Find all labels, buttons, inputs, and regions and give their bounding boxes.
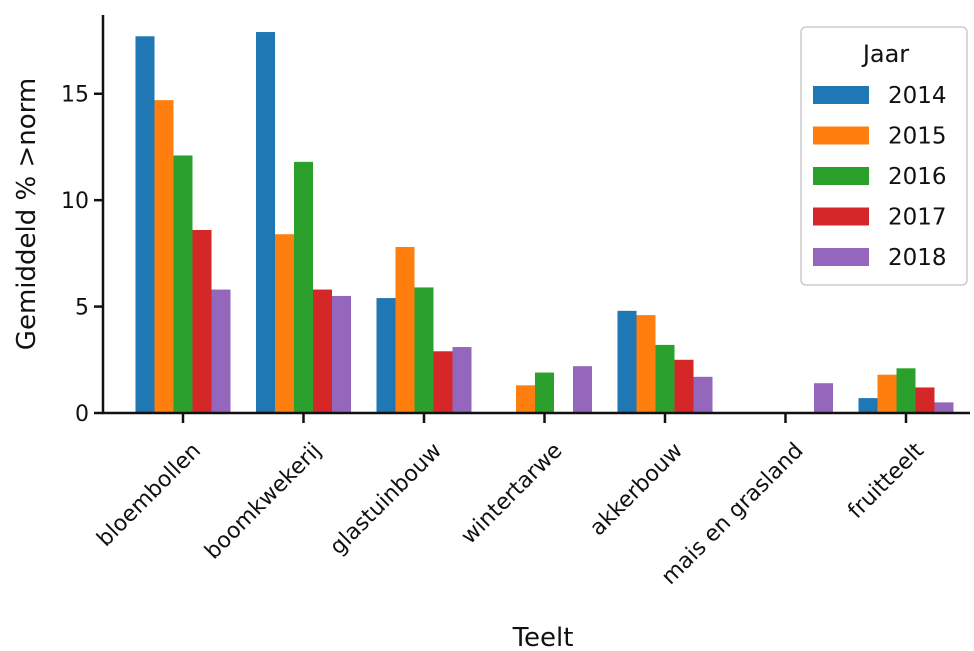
bar-2018-wintertarwe xyxy=(573,366,592,413)
legend-swatch-2017 xyxy=(813,207,869,226)
bar-2015-wintertarwe xyxy=(516,385,535,413)
legend-swatch-2015 xyxy=(813,126,869,145)
bar-2014-glastuinbouw xyxy=(376,298,396,413)
bar-2017-boomkwekerij xyxy=(313,289,332,413)
bar-2018-glastuinbouw xyxy=(452,347,472,413)
bar-2014-bloembollen xyxy=(135,36,155,414)
bar-2014-fruitteelt xyxy=(858,398,878,413)
bar-2017-glastuinbouw xyxy=(433,351,453,413)
bar-2018-mais-en-grasland xyxy=(814,383,833,413)
legend-swatch-2014 xyxy=(813,86,869,104)
x-tick-label: bloembollen xyxy=(92,438,206,552)
bar-2018-fruitteelt xyxy=(934,402,954,413)
legend-label-2016: 2016 xyxy=(888,164,947,190)
bar-2016-bloembollen xyxy=(173,155,193,413)
bar-2016-fruitteelt xyxy=(896,368,916,413)
bar-2017-akkerbouw xyxy=(674,359,694,413)
x-tick-label: wintertarwe xyxy=(457,438,568,549)
legend-label-2018: 2018 xyxy=(888,245,947,271)
y-tick-label: 15 xyxy=(61,83,89,108)
bar-2015-fruitteelt xyxy=(877,374,897,413)
bar-2017-fruitteelt xyxy=(915,387,935,413)
y-axis: 0 5 10 15 xyxy=(61,15,105,427)
y-tick-label: 0 xyxy=(75,402,89,427)
bar-2014-akkerbouw xyxy=(617,310,637,413)
x-tick-label: akkerbouw xyxy=(585,438,688,541)
legend-swatch-2018 xyxy=(813,248,869,266)
bar-2015-akkerbouw xyxy=(636,315,656,413)
bar-2016-akkerbouw xyxy=(655,344,675,413)
y-axis-title: Gemiddeld % >norm xyxy=(12,78,42,350)
x-tick-label: fruitteelt xyxy=(843,438,929,524)
legend-label-2017: 2017 xyxy=(888,205,947,231)
y-tick-label: 10 xyxy=(61,189,89,214)
bar-2014-boomkwekerij xyxy=(256,32,275,414)
bar-2016-boomkwekerij xyxy=(294,161,313,413)
legend-swatch-2016 xyxy=(813,167,869,185)
x-tick-label: glastuinbouw xyxy=(325,438,447,560)
bars-group xyxy=(135,32,954,414)
bar-2018-boomkwekerij xyxy=(332,295,351,413)
bar-2016-wintertarwe xyxy=(535,372,554,413)
legend-label-2014: 2014 xyxy=(888,83,947,109)
bar-2018-bloembollen xyxy=(211,289,231,413)
bar-2017-bloembollen xyxy=(192,229,212,413)
legend: Jaar 2014 2015 2016 2017 2018 xyxy=(800,26,968,286)
legend-label-2015: 2015 xyxy=(888,124,947,150)
bar-2015-bloembollen xyxy=(154,100,174,413)
bar-2015-glastuinbouw xyxy=(395,246,415,413)
bar-2015-boomkwekerij xyxy=(275,234,294,413)
bar-2018-akkerbouw xyxy=(693,376,713,413)
x-tick-label: boomkwekerij xyxy=(200,438,326,564)
y-tick-label: 5 xyxy=(75,296,89,321)
legend-title: Jaar xyxy=(861,40,909,68)
x-axis-title: Teelt xyxy=(512,623,574,651)
bar-2016-glastuinbouw xyxy=(414,287,434,413)
